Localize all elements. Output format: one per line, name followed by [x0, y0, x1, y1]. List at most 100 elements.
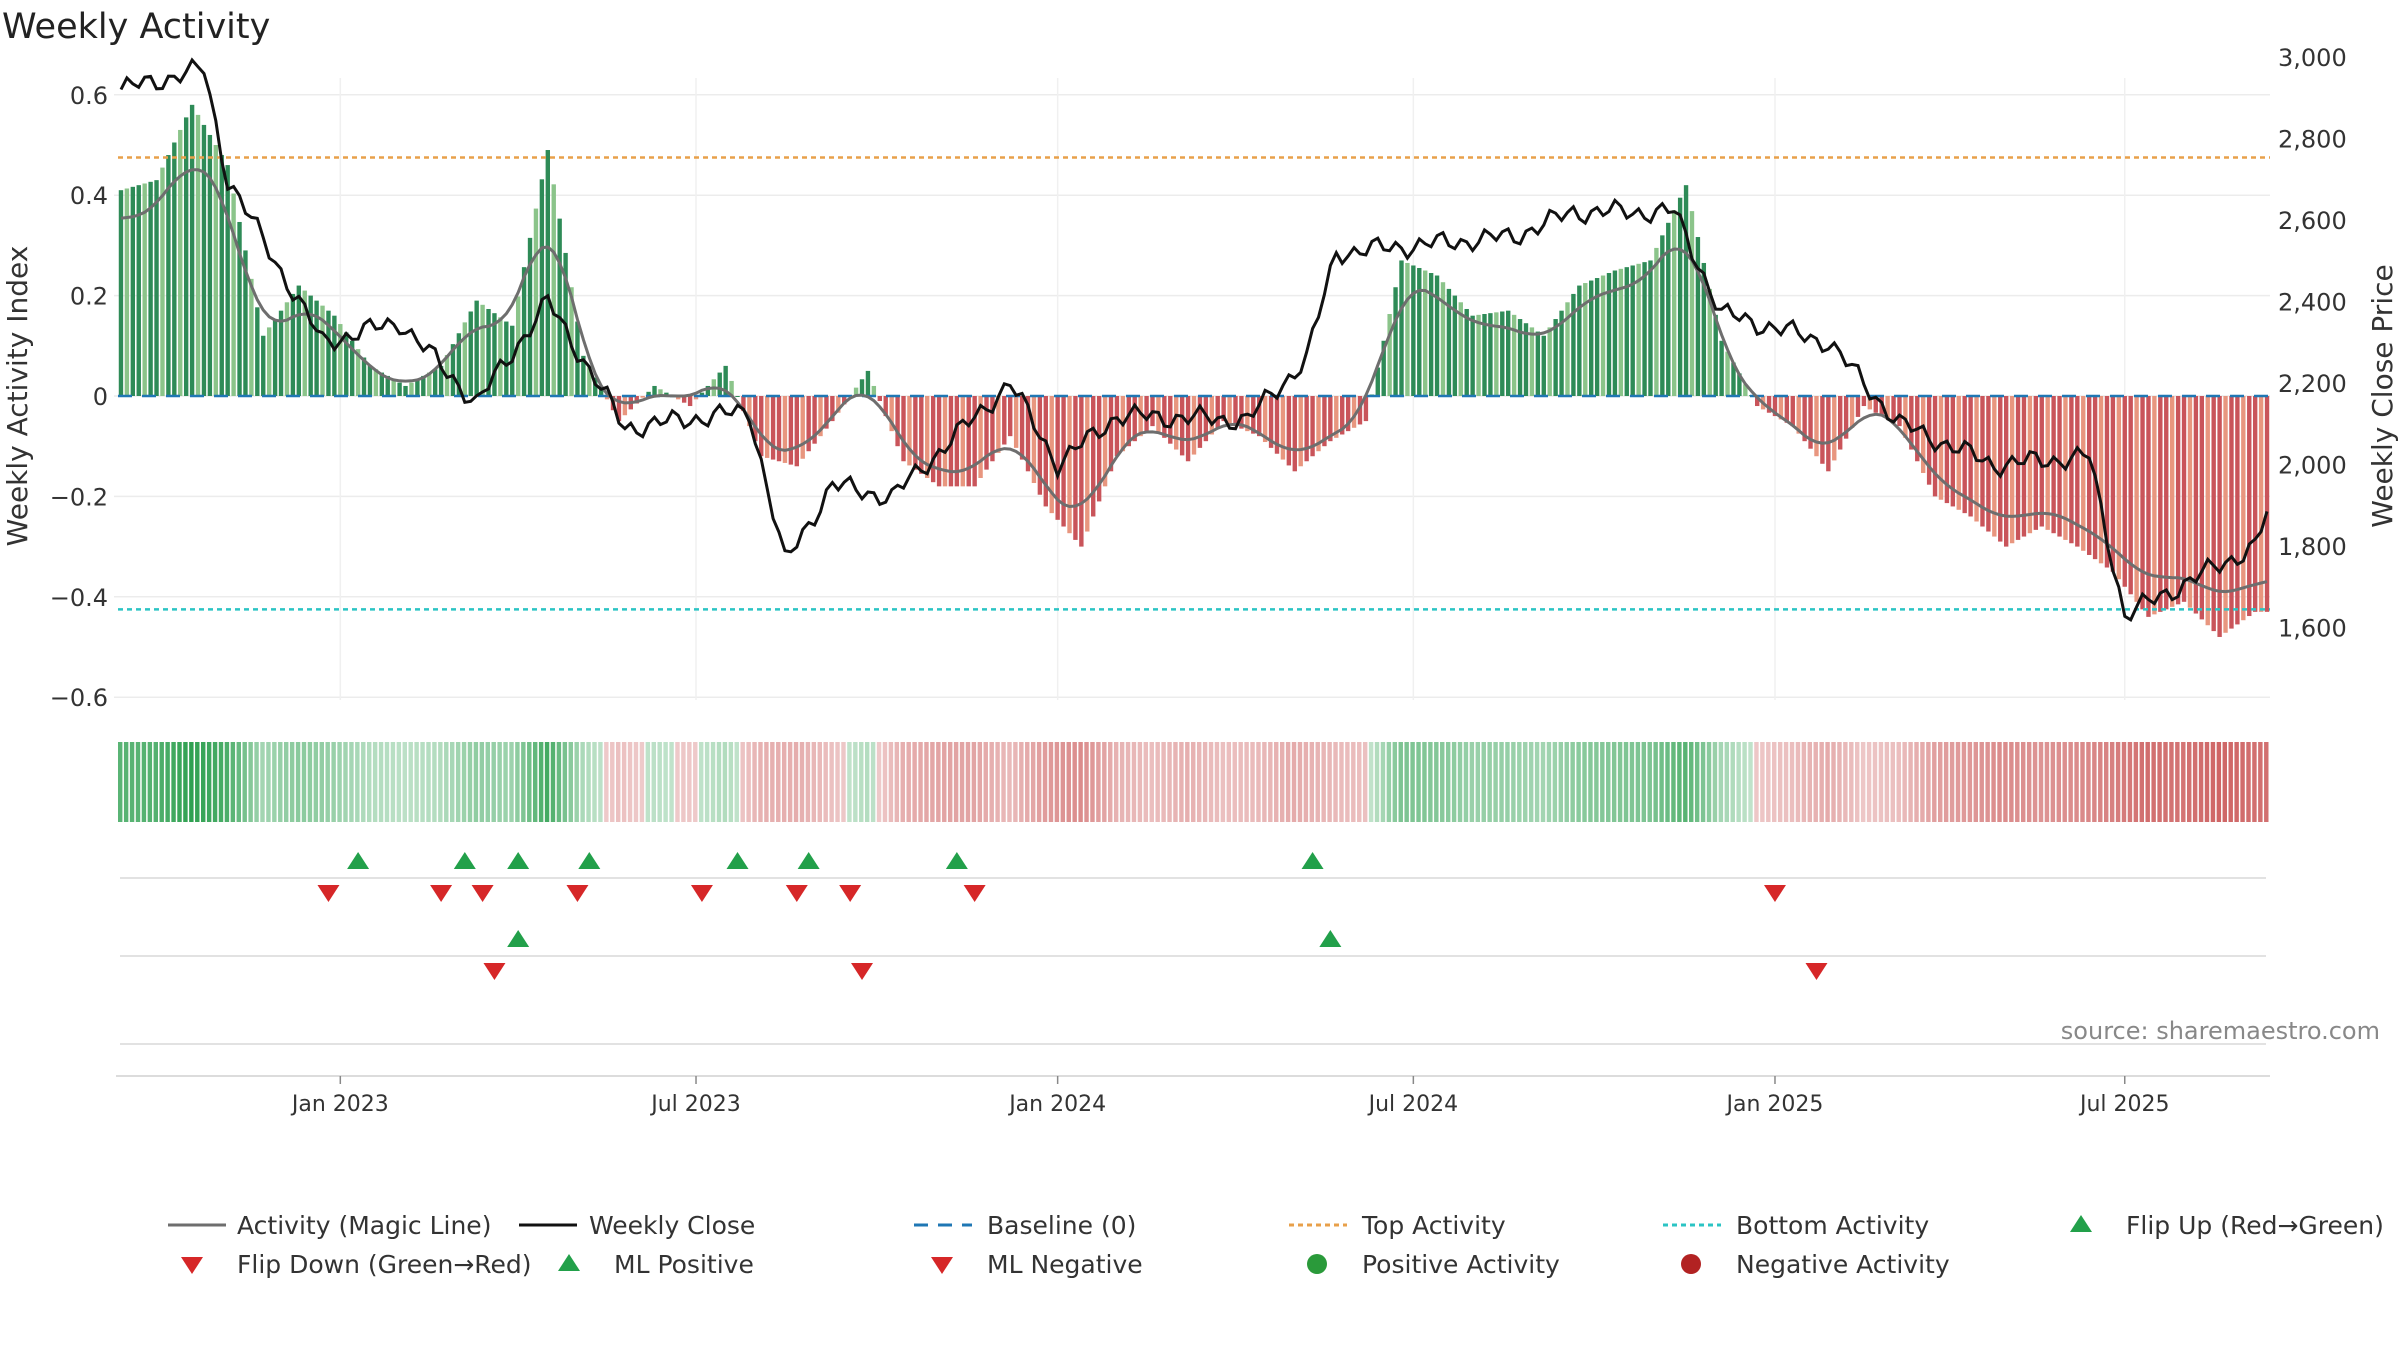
activity-bar	[1363, 396, 1369, 422]
signal-down-marker	[963, 885, 986, 902]
heat-cell	[1066, 742, 1071, 822]
activity-bar	[2258, 396, 2264, 612]
activity-bar	[527, 237, 533, 396]
heat-cell	[1635, 742, 1641, 822]
activity-bar	[2003, 396, 2009, 547]
heat-cell	[1244, 742, 1249, 822]
heat-cell	[1938, 742, 1943, 822]
activity-bar	[1944, 396, 1950, 504]
legend-swatch	[1307, 1254, 1327, 1274]
heat-cell	[1831, 742, 1836, 822]
heat-cell	[1416, 742, 1421, 822]
activity-bar	[1310, 396, 1315, 457]
activity-bar	[456, 333, 462, 396]
activity-bar	[1832, 396, 1837, 461]
activity-bar	[1796, 396, 1801, 434]
heat-cell	[331, 742, 336, 822]
heat-cell	[1505, 742, 1510, 822]
activity-bar	[824, 396, 829, 429]
heat-cell	[479, 742, 485, 822]
heat-cell	[521, 742, 526, 822]
heat-cell	[847, 742, 852, 822]
heat-cell	[864, 742, 870, 822]
heat-cell	[959, 742, 965, 822]
activity-bar	[735, 396, 740, 397]
activity-bar	[622, 396, 628, 416]
activity-bar	[2169, 396, 2175, 607]
activity-bar	[1867, 396, 1873, 410]
activity-bar	[326, 310, 331, 396]
activity-bar	[2081, 396, 2086, 551]
heat-cell	[669, 742, 674, 822]
heat-cell	[1517, 742, 1522, 822]
heat-cell	[1766, 742, 1771, 822]
legend-swatch	[181, 1257, 203, 1274]
heat-cell	[2015, 742, 2020, 822]
heat-cell	[1736, 742, 1741, 822]
heat-cell	[1991, 742, 1996, 822]
heat-cell	[1161, 742, 1166, 822]
heat-cell	[1795, 742, 1801, 822]
heat-cell	[912, 742, 917, 822]
activity-bar	[2217, 396, 2222, 637]
activity-bar	[2075, 396, 2080, 547]
activity-bar	[1642, 262, 1647, 396]
heat-cell	[1250, 742, 1255, 822]
signal-down-marker	[690, 885, 713, 902]
legend-label: ML Negative	[987, 1250, 1143, 1279]
activity-bar	[1660, 235, 1665, 396]
legend: Activity (Magic Line) Weekly Close Baselin…	[168, 1211, 2384, 1279]
heat-cell	[1351, 742, 1356, 822]
activity-bar	[1618, 268, 1624, 396]
activity-bar	[2152, 396, 2157, 615]
heat-cell	[1949, 742, 1955, 822]
activity-bar	[853, 387, 859, 396]
heat-cell	[301, 742, 307, 822]
x-tick-label: Jan 2023	[290, 1092, 389, 1117]
activity-bar	[1345, 396, 1351, 432]
heat-cell	[799, 742, 805, 822]
activity-bar	[883, 396, 888, 417]
heat-cell	[936, 742, 941, 822]
activity-bar	[1571, 293, 1576, 396]
activity-bar	[942, 396, 948, 487]
activity-bar	[403, 385, 408, 396]
activity-bar	[385, 375, 390, 396]
activity-bar	[871, 385, 877, 396]
activity-bar	[954, 396, 960, 487]
activity-bar	[1393, 287, 1398, 396]
activity-bar	[1707, 288, 1712, 396]
heat-cell	[965, 742, 971, 822]
grid-layer	[114, 78, 2270, 700]
activity-bar	[2229, 396, 2234, 629]
heat-cell	[1683, 742, 1688, 822]
activity-bar	[1031, 396, 1037, 484]
activity-heat-strip	[118, 742, 2269, 822]
heat-cell	[278, 742, 283, 822]
activity-bar	[960, 396, 965, 487]
signal-up-marker	[1319, 930, 1342, 947]
heat-cell	[1297, 742, 1303, 822]
heat-cell	[1185, 742, 1190, 822]
heat-cell	[2044, 742, 2050, 822]
activity-bar	[367, 365, 373, 396]
activity-bar	[338, 324, 343, 396]
activity-bar	[1215, 396, 1220, 428]
activity-bar	[2223, 396, 2228, 633]
activity-bar	[1517, 319, 1523, 396]
heat-cell	[1997, 742, 2002, 822]
activity-bar	[2199, 396, 2205, 620]
activity-bar	[1399, 260, 1404, 396]
heat-cell	[366, 742, 372, 822]
heat-cell	[2187, 742, 2192, 822]
heat-cell	[349, 742, 354, 822]
heat-cell	[1967, 742, 1973, 822]
heat-cell	[1143, 742, 1149, 822]
activity-bar	[593, 377, 598, 396]
activity-bar	[1268, 396, 1274, 448]
activity-bar	[539, 179, 545, 396]
heat-cell	[776, 742, 781, 822]
activity-bar	[148, 181, 153, 396]
activity-bar	[545, 150, 551, 396]
activity-bar	[1203, 396, 1209, 442]
